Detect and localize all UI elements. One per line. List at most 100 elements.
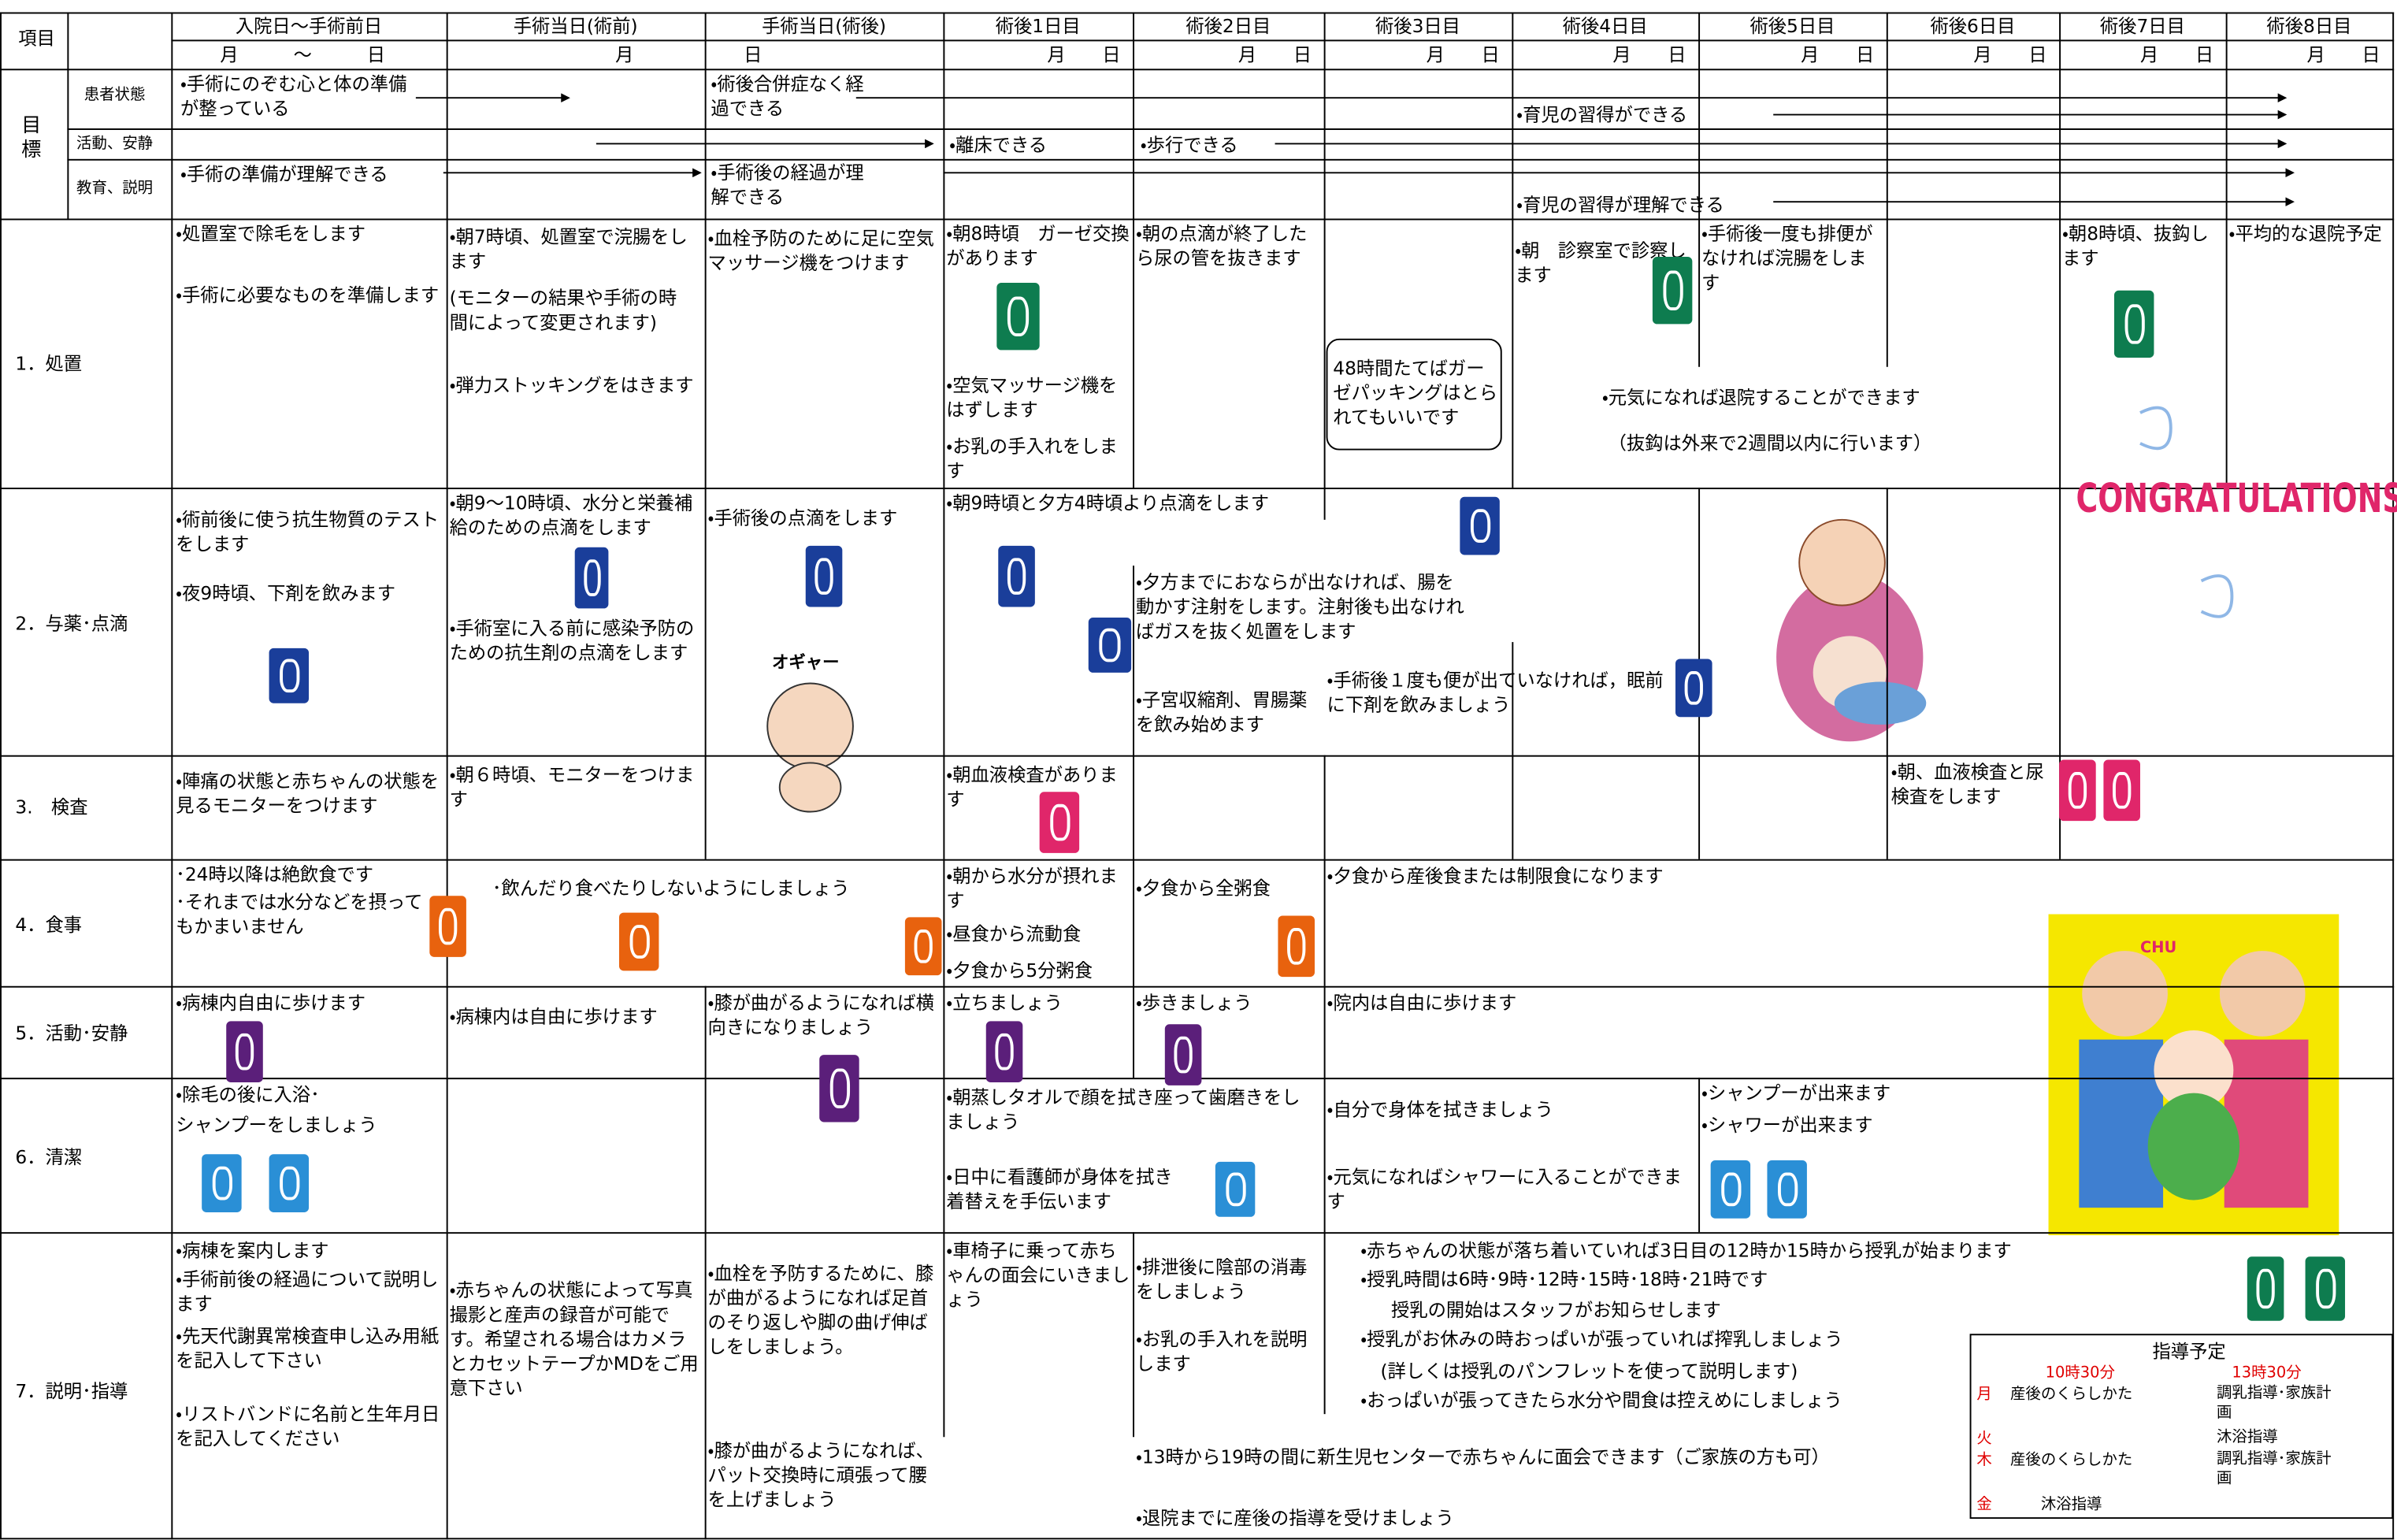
grid-line [1133, 1232, 1134, 1438]
cell-text: ・朝8時頃、抜鈎します [2062, 223, 2209, 269]
cell-text: ・朝7時頃、処置室で浣腸をします [449, 226, 688, 273]
date-cell: 月 日 [1612, 44, 1686, 66]
schedule-time: 13時30分 [2232, 1365, 2302, 1382]
grid-line [446, 488, 448, 755]
cell-text: オギャー [772, 652, 840, 673]
icon [1652, 257, 1693, 325]
grid-line [0, 69, 2395, 71]
mother-illustration [1776, 518, 1927, 742]
row-label: 3. 検査 [15, 796, 88, 818]
schedule-day: 月 [1976, 1386, 1992, 1404]
grid-line [0, 859, 2395, 861]
goal-category: 患者状態 [83, 87, 146, 104]
date-cell: 月 日 [1426, 44, 1500, 66]
grid-line [1512, 642, 1514, 755]
grid-line [943, 1232, 945, 1438]
icon [996, 283, 1040, 351]
cell-text: ･それまでは水分などを摂ってもかまいません [176, 891, 423, 937]
cell-text: ・術前後に使う抗生物質のテストをします [176, 509, 440, 555]
cell-text: ・お乳の手入れを説明します [1135, 1328, 1308, 1375]
cell-text: ・退院までに産後の指導を受けましょう [1135, 1507, 1454, 1529]
cell-text: (詳しくは授乳のパンフレットを使って説明します) [1380, 1360, 1798, 1382]
schedule-entry: 沐浴指導 [2217, 1429, 2278, 1446]
baby-illustration [766, 682, 854, 813]
icon [202, 1154, 242, 1212]
cell-text: ・手術後の点滴をします [707, 507, 898, 529]
date-cell: 月 日 [2306, 44, 2380, 66]
cell-text: ・歩きましょう [1135, 992, 1252, 1014]
grid-line [0, 1232, 2395, 1234]
cell-text: 授乳の開始はスタッフがお知らせします [1391, 1299, 1721, 1321]
icon [269, 648, 310, 703]
grid-line [704, 985, 707, 1078]
cell-text: （抜鈎は外来で2週間以内に行います） [1608, 432, 1932, 455]
grid-line [704, 488, 707, 755]
row-label: 7．説明･指導 [15, 1380, 128, 1402]
cell-text: ・立ちましょう [946, 992, 1063, 1014]
cell-text: ・手術後一度も排便がなければ浣腸をします [1701, 223, 1873, 294]
cell-text: ・膝が曲がるようになれば、パット交換時に頑張って腰を上げましょう [707, 1440, 934, 1511]
cell-text: ・朝、血液検査と尿検査をします [1891, 761, 2044, 807]
cell-text: ・授乳時間は6時･9時･12時･15時･18時･21時です [1360, 1268, 1768, 1290]
cell-text: ・夕方までにおならが出なければ、腸を動かす注射をします。注射後も出なければガスを… [1135, 571, 1464, 643]
icon [1460, 496, 1500, 555]
icon [2113, 290, 2154, 358]
grid-line [171, 39, 2395, 42]
grid-line [2225, 218, 2228, 488]
date-cell: 月 日 [1047, 44, 1121, 66]
grid-line [943, 755, 945, 859]
grid-line [704, 1078, 707, 1233]
cell-text: ・自分で身体を拭きましょう [1327, 1099, 1553, 1121]
grid-line [2059, 488, 2061, 755]
column-header: 術後2日目 [1186, 15, 1271, 37]
cell-text: ・赤ちゃんの状態が落ち着いていれば3日目の12時か15時から授乳が始まります [1360, 1239, 2012, 1262]
header-label: 項目 [18, 27, 55, 50]
cell-text: ・シャンプーが出来ます [1701, 1082, 1891, 1104]
family-illustration [2048, 914, 2339, 1236]
grid-line [1323, 12, 1326, 219]
grid-line [1512, 218, 1514, 488]
cell-text: ・病棟内は自由に歩けます [449, 1005, 658, 1028]
cell-text: ・院内は自由に歩けます [1327, 992, 1517, 1014]
grid-line [1323, 859, 1326, 986]
grid-line [2392, 12, 2395, 1540]
grid-line [446, 985, 448, 1078]
grid-line [1886, 12, 1888, 219]
grid-line [67, 12, 69, 219]
schedule-entry: 調乳指導･家族計画 [2217, 1385, 2332, 1422]
grid-line [1886, 218, 1888, 367]
grid-line [1133, 218, 1134, 488]
goal-text: ・手術の準備が理解できる [180, 163, 388, 185]
grid-line [943, 218, 945, 488]
grid-line [446, 12, 448, 219]
icon [269, 1154, 310, 1212]
cell-text: ・陣痛の状態と赤ちゃんの状態を見るモニターをつけます [176, 770, 440, 817]
grid-line [446, 218, 448, 488]
cell-text: ・日中に看護師が身体を拭き着替えを手伝います [946, 1166, 1173, 1212]
cell-text: ・夕食から産後食または制限食になります [1327, 865, 1664, 887]
cell-text: ・空気マッサージ機をはずします [946, 374, 1118, 421]
icon [1767, 1160, 1807, 1219]
grid-line [1133, 859, 1134, 986]
row-label: 2．与薬･点滴 [15, 613, 128, 635]
schedule-entry: 調乳指導･家族計画 [2217, 1450, 2332, 1488]
grid-line [0, 1538, 2395, 1540]
icon [2103, 759, 2140, 822]
cell-text: ・朝8時頃 ガーゼ交換があります [946, 223, 1130, 269]
icon [985, 1021, 1023, 1083]
cell-text: ・朝蒸しタオルで顔を拭き座って歯磨きをしましょう [946, 1086, 1301, 1134]
grid-line [0, 755, 2395, 757]
column-header: 術後6日目 [1930, 15, 2016, 37]
grid-line [1133, 985, 1134, 1078]
goal-text: ・離床できる [949, 134, 1048, 156]
cell-text: ・リストバンドに名前と生年月日を記入してください [176, 1403, 440, 1449]
cell-text: ・朝血液検査があります [946, 764, 1118, 811]
cell-text: ・膝が曲がるようになれば横向きになりましょう [707, 992, 934, 1038]
schedule-title: 指導予定 [2152, 1340, 2226, 1363]
cell-text: ・授乳がお休みの時おっぱいが張っていれば搾乳しましょう [1360, 1328, 1843, 1350]
row-label: 1．処置 [15, 353, 83, 375]
cell-text: ・弾力ストッキングをはきます [449, 374, 694, 396]
